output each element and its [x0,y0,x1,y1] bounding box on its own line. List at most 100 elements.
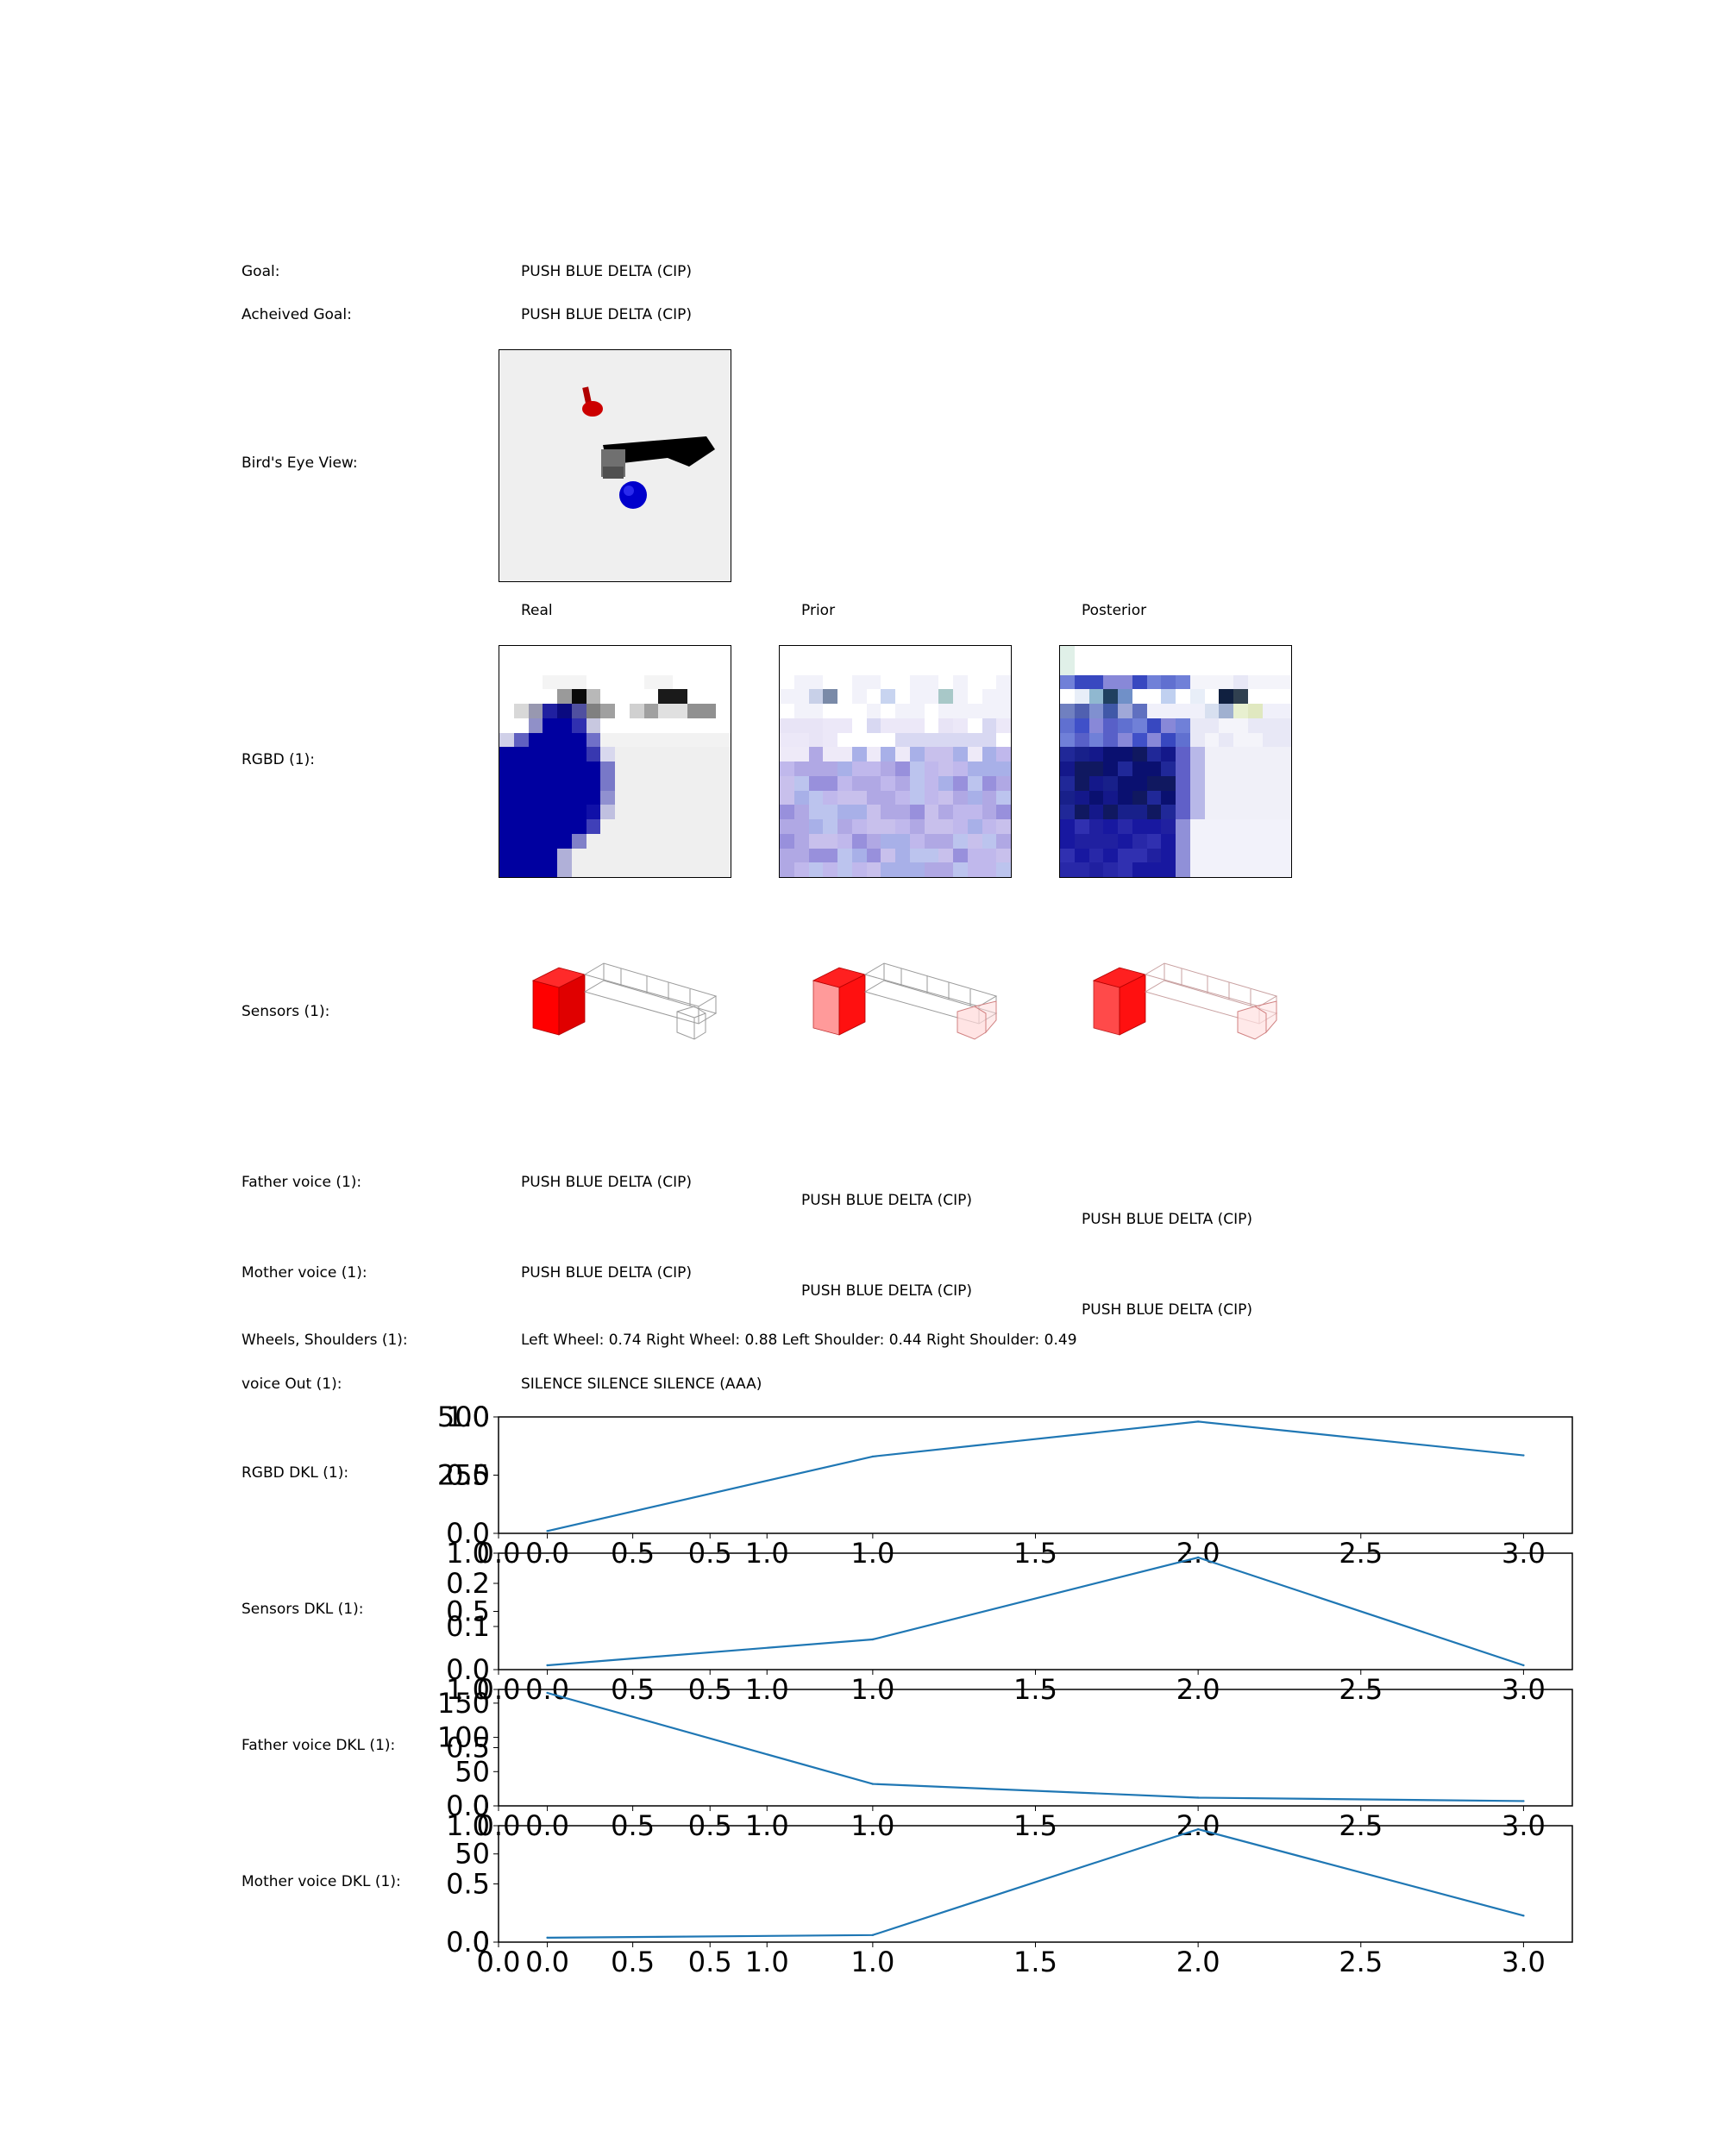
chart-frame [498,1825,1573,1943]
ghost-ytick-label: 0.5 [446,1595,490,1628]
rgbd-dkl-label: RGBD DKL (1): [242,1464,349,1482]
ytick-label: 0 [473,1926,490,1959]
sensors-prior-render [812,962,998,1040]
dkl-series-line [547,1691,1524,1802]
goal-label: Goal: [242,263,280,280]
dkl-series-line [547,1420,1524,1532]
red-object [582,401,603,417]
ghost-ytick-label: 1.0 [446,1401,490,1433]
ghost-ytick-label: 1.0 [446,1673,490,1706]
rgbd-label: RGBD (1): [242,751,315,768]
ghost-ytick-label: 0.5 [446,1868,490,1901]
birds-eye-view-image [499,349,731,582]
ghost-ytick-label: 0.0 [446,1926,490,1959]
dkl-data-point [871,1783,875,1785]
ghost-xtick-label: 0.5 [611,1946,655,1978]
dkl-data-point [871,1455,875,1458]
ytick-label: 50 [455,1755,490,1788]
ytick-label: 150 [437,1687,490,1720]
column-real: Real [521,602,553,619]
ghost-ytick-label: 1.0 [446,1537,490,1570]
dkl-data-point [871,1638,875,1641]
wheels-shoulders-label: Wheels, Shoulders (1): [242,1332,408,1349]
ytick-label: 100 [437,1721,490,1754]
dkl-data-point [871,1934,875,1937]
dkl-data-point [1196,1827,1200,1831]
dkl-data-point [1196,1556,1200,1559]
dkl-series-line [547,1827,1524,1939]
voice-out-label: voice Out (1): [242,1376,342,1393]
goal-value: PUSH BLUE DELTA (CIP) [521,263,693,280]
ghost-ytick-label: 0.0 [446,1789,490,1822]
dkl-data-point [546,1530,549,1532]
dkl-data-point [1522,1800,1525,1802]
ghost-ytick-label: 0.5 [446,1732,490,1764]
dkl-series-line [547,1556,1524,1667]
father-voice-dkl-label: Father voice DKL (1): [242,1737,396,1754]
chart-frame [498,1689,1573,1807]
xtick-label: 3.0 [1502,1946,1546,1978]
sensor-cube-posterior [1092,967,1147,1036]
ytick-label: 0 [473,1789,490,1822]
dkl-data-point [546,1664,549,1667]
ghost-ytick-label: 1.0 [446,1809,490,1842]
achieved-goal-value: PUSH BLUE DELTA (CIP) [521,306,693,323]
sensors-label: Sensors (1): [242,1003,330,1020]
dkl-data-point [546,1936,549,1940]
ghost-xtick-label: 0.0 [477,1946,521,1978]
ghost-ytick-label: 0.5 [446,1459,490,1492]
column-prior: Prior [801,602,836,619]
xtick-label: 1.5 [1013,1946,1057,1978]
sensor-cube-solid [531,967,586,1036]
robot-arm [603,436,715,467]
rgbd-posterior-image [1059,645,1292,878]
ytick-label: 50 [455,1838,490,1871]
dkl-chart-3: 0.0 0.5 1.0 0.0 0.5 1.0 0 50 0.0 0.5 1.0 1.5 2.0 2.5 3… [446,1809,1573,1978]
dkl-data-point [1522,1664,1525,1667]
sensor-cube-prior [812,967,867,1036]
dkl-data-point [546,1691,549,1695]
xtick-label: 0.0 [525,1946,569,1978]
dkl-data-point [1196,1420,1200,1423]
sensors-dkl-label: Sensors DKL (1): [242,1601,364,1618]
father-voice-posterior: PUSH BLUE DELTA (CIP) [1082,1211,1253,1228]
sensors-posterior-render [1092,962,1278,1040]
father-voice-prior: PUSH BLUE DELTA (CIP) [801,1192,973,1209]
ytick-label: 0.2 [446,1567,490,1600]
ytick-label: 250 [437,1459,490,1492]
rgbd-prior-image [779,645,1012,878]
ytick-label: 0.0 [446,1653,490,1686]
mother-voice-real: PUSH BLUE DELTA (CIP) [521,1264,693,1282]
ghost-xtick-label: 1.0 [745,1946,789,1978]
mother-voice-prior: PUSH BLUE DELTA (CIP) [801,1282,973,1300]
red-object-stem [582,386,592,404]
sensor-wireframes [583,962,718,1040]
xtick-label: 2.5 [1339,1946,1383,1978]
xtick-label: 0.5 [688,1946,732,1978]
dkl-data-point [1522,1454,1525,1457]
birds-eye-label: Bird's Eye View: [242,454,358,472]
birds-eye-scene [499,350,731,581]
chart-frame [498,1552,1573,1670]
father-voice-real: PUSH BLUE DELTA (CIP) [521,1174,693,1191]
ytick-label: 0.1 [446,1610,490,1643]
ytick-label: 500 [437,1401,490,1433]
xtick-label: 2.0 [1176,1946,1220,1978]
mother-voice-posterior: PUSH BLUE DELTA (CIP) [1082,1301,1253,1319]
voice-out-value: SILENCE SILENCE SILENCE (AAA) [521,1376,762,1393]
xtick-label: 1.0 [850,1946,894,1978]
wheels-shoulders-value: Left Wheel: 0.74 Right Wheel: 0.88 Left … [521,1332,1077,1349]
achieved-goal-label: Acheived Goal: [242,306,352,323]
rgbd-real-image [499,645,731,878]
father-voice-label: Father voice (1): [242,1174,362,1191]
ytick-label: 0.0 [446,1517,490,1550]
mother-voice-label: Mother voice (1): [242,1264,367,1282]
mother-voice-dkl-label: Mother voice DKL (1): [242,1873,401,1890]
sensors-real-render [531,962,718,1040]
column-posterior: Posterior [1082,602,1147,619]
dkl-data-point [1196,1796,1200,1799]
chart-frame [498,1416,1573,1534]
